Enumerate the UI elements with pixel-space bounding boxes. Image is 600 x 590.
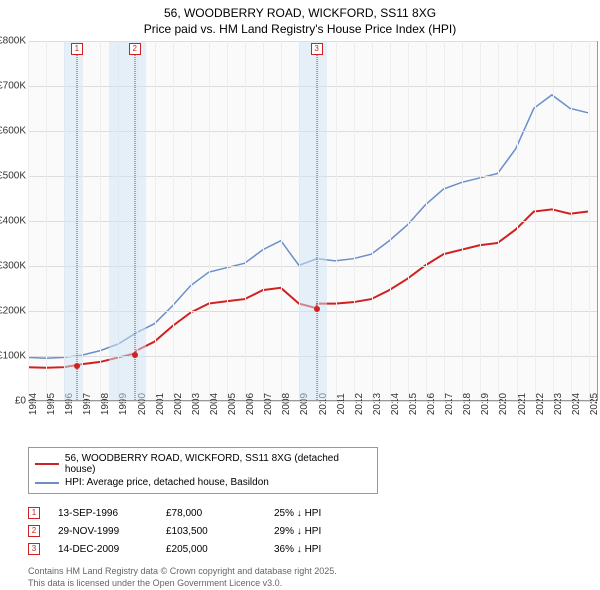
event-number: 3: [28, 543, 40, 555]
event-delta: 29% ↓ HPI: [274, 526, 364, 537]
footer-line-2: This data is licensed under the Open Gov…: [28, 578, 600, 590]
recession-band: [64, 41, 82, 400]
event-delta: 36% ↓ HPI: [274, 544, 364, 555]
y-tick-label: £800K: [0, 36, 26, 47]
legend-swatch: [35, 482, 59, 484]
y-tick-label: £200K: [0, 306, 26, 317]
recession-band: [299, 41, 326, 400]
y-axis: £0£100K£200K£300K£400K£500K£600K£700K£80…: [0, 41, 28, 400]
event-number: 2: [28, 525, 40, 537]
legend-label: 56, WOODBERRY ROAD, WICKFORD, SS11 8XG (…: [65, 453, 371, 475]
chart-title: 56, WOODBERRY ROAD, WICKFORD, SS11 8XG P…: [0, 0, 600, 41]
event-marker-1: 1: [71, 43, 83, 55]
events-table: 1 13-SEP-1996 £78,000 25% ↓ HPI 2 29-NOV-1999…: [28, 504, 600, 558]
title-line-2: Price paid vs. HM Land Registry's House …: [0, 22, 600, 38]
legend-swatch: [35, 463, 59, 465]
y-tick-label: £100K: [0, 351, 26, 362]
data-point: [74, 363, 80, 369]
y-tick-label: £300K: [0, 261, 26, 272]
y-tick-label: £0: [15, 396, 26, 407]
event-price: £78,000: [166, 508, 256, 519]
legend-item: 56, WOODBERRY ROAD, WICKFORD, SS11 8XG (…: [35, 452, 371, 476]
legend: 56, WOODBERRY ROAD, WICKFORD, SS11 8XG (…: [28, 447, 378, 494]
event-date: 14-DEC-2009: [58, 544, 148, 555]
y-tick-label: £500K: [0, 171, 26, 182]
event-marker-3: 3: [311, 43, 323, 55]
chart-container: 56, WOODBERRY ROAD, WICKFORD, SS11 8XG P…: [0, 0, 600, 590]
event-price: £103,500: [166, 526, 256, 537]
x-axis: 1994199519961997199819992000200120022003…: [28, 400, 597, 442]
data-point: [314, 306, 320, 312]
y-tick-label: £600K: [0, 126, 26, 137]
y-tick-label: £400K: [0, 216, 26, 227]
event-price: £205,000: [166, 544, 256, 555]
event-date: 29-NOV-1999: [58, 526, 148, 537]
event-row: 2 29-NOV-1999 £103,500 29% ↓ HPI: [28, 522, 600, 540]
event-marker-2: 2: [129, 43, 141, 55]
recession-band: [109, 41, 145, 400]
footer-attribution: Contains HM Land Registry data © Crown c…: [28, 566, 600, 589]
event-date: 13-SEP-1996: [58, 508, 148, 519]
data-point: [132, 352, 138, 358]
legend-label: HPI: Average price, detached house, Basi…: [65, 477, 269, 488]
event-row: 3 14-DEC-2009 £205,000 36% ↓ HPI: [28, 540, 600, 558]
plot-area: £0£100K£200K£300K£400K£500K£600K£700K£80…: [28, 41, 598, 401]
y-tick-label: £700K: [0, 81, 26, 92]
event-row: 1 13-SEP-1996 £78,000 25% ↓ HPI: [28, 504, 600, 522]
legend-item: HPI: Average price, detached house, Basi…: [35, 476, 371, 489]
event-delta: 25% ↓ HPI: [274, 508, 364, 519]
title-line-1: 56, WOODBERRY ROAD, WICKFORD, SS11 8XG: [0, 6, 600, 22]
footer-line-1: Contains HM Land Registry data © Crown c…: [28, 566, 600, 578]
event-number: 1: [28, 507, 40, 519]
